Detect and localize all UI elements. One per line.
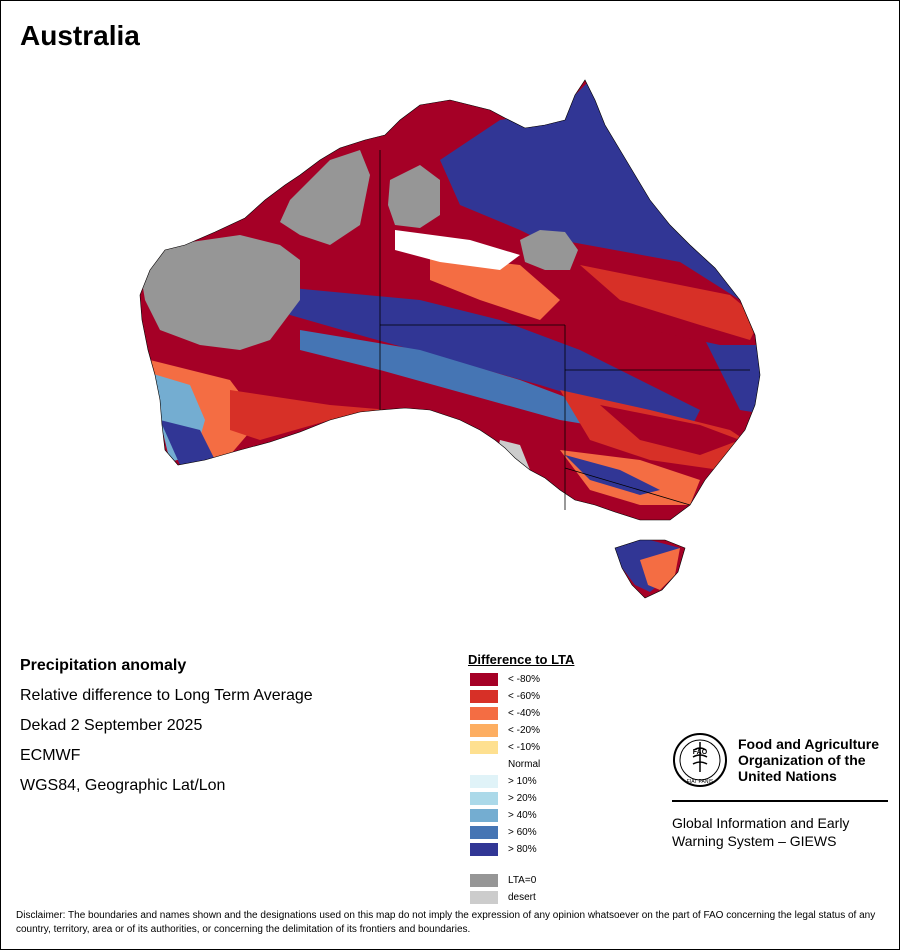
legend-item: desert [468,889,574,906]
state-boundaries [379,150,750,510]
legend-label: < -40% [508,708,540,719]
legend-item: < -20% [468,722,574,739]
southeast-strong-dry [600,405,740,455]
disclaimer: Disclaimer: The boundaries and names sho… [16,910,876,935]
map-subtitle: Relative difference to Long Term Average [20,687,313,704]
legend-label: < -10% [508,742,540,753]
fao-emblem-text: FAO [693,749,708,756]
fao-emblem-icon: FAO FIAT PANIS [673,733,727,787]
central-normal-patch [395,230,520,270]
map-title: Australia [20,20,140,51]
fao-emblem-motto: FIAT PANIS [687,779,714,785]
lta0-qld [520,230,578,270]
legend-item: Normal [468,756,574,773]
legend-item: > 60% [468,824,574,841]
legend-swatch [470,724,498,737]
legend-swatch [470,690,498,703]
giews-line: Global Information and Early [672,815,850,831]
legend-swatch [470,809,498,822]
legend-swatch [470,775,498,788]
legend-label: < -80% [508,674,540,685]
anomaly-fields [140,80,760,598]
fao-org-line: United Nations [738,768,837,784]
map-info: Precipitation anomaly Relative differenc… [20,656,313,806]
legend-label: > 80% [508,844,537,855]
legend-swatch [470,874,498,887]
legend-label: > 10% [508,776,537,787]
legend-spacer [468,858,574,872]
legend-item: > 80% [468,841,574,858]
lta0-northwest [280,150,370,245]
legend-swatch [470,843,498,856]
central-qld-moderate-band [580,265,760,340]
central-mixed-patch [430,255,560,320]
legend-item: > 10% [468,773,574,790]
diagonal-wet-band [260,285,700,430]
legend-swatch [470,673,498,686]
giews-name: Global Information and Early Warning Sys… [672,814,888,850]
legend-swatch [470,826,498,839]
south-coast-dry-fringe [230,390,390,440]
anomaly-map [139,79,761,599]
lta0-west [140,235,300,350]
map-source: ECMWF [20,747,81,764]
legend-item: < -10% [468,739,574,756]
legend-label: < -20% [508,725,540,736]
legend-item: > 20% [468,790,574,807]
fao-divider [672,800,888,802]
giews-line: Warning System – GIEWS [672,833,837,849]
legend-item: < -40% [468,705,574,722]
tasmania-dry [640,548,680,590]
legend-item: < -80% [468,671,574,688]
southwest-strong-wet [160,420,215,465]
fao-org-line: Organization of the [738,752,866,768]
legend-label: desert [508,892,536,903]
map-projection: WGS84, Geographic Lat/Lon [20,777,226,794]
legend-label: > 20% [508,793,537,804]
legend-swatch [470,741,498,754]
legend-swatch [470,758,498,771]
legend-item: LTA=0 [468,872,574,889]
legend-label: > 60% [508,827,537,838]
coastline [139,79,761,521]
legend-item: > 40% [468,807,574,824]
tasmania-coastline [614,539,686,599]
legend-label: LTA=0 [508,875,537,886]
legend-title: Difference to LTA [468,652,575,667]
map-heading: Precipitation anomaly [20,657,187,674]
fao-org-name: Food and Agriculture Organization of the… [738,736,879,784]
legend-swatch [470,707,498,720]
legend: Difference to LTA < -80% < -60% < -40% <… [468,652,574,906]
nsw-vic-border [564,467,691,506]
fao-org-line: Food and Agriculture [738,736,880,752]
map-period: Dekad 2 September 2025 [20,717,203,734]
lta0-north [388,165,440,228]
legend-item: < -60% [468,688,574,705]
south-wet-streak [565,455,660,495]
legend-swatch [470,891,498,904]
legend-label: > 40% [508,810,537,821]
legend-label: Normal [508,759,541,770]
legend-swatch [470,792,498,805]
legend-label: < -60% [508,691,540,702]
